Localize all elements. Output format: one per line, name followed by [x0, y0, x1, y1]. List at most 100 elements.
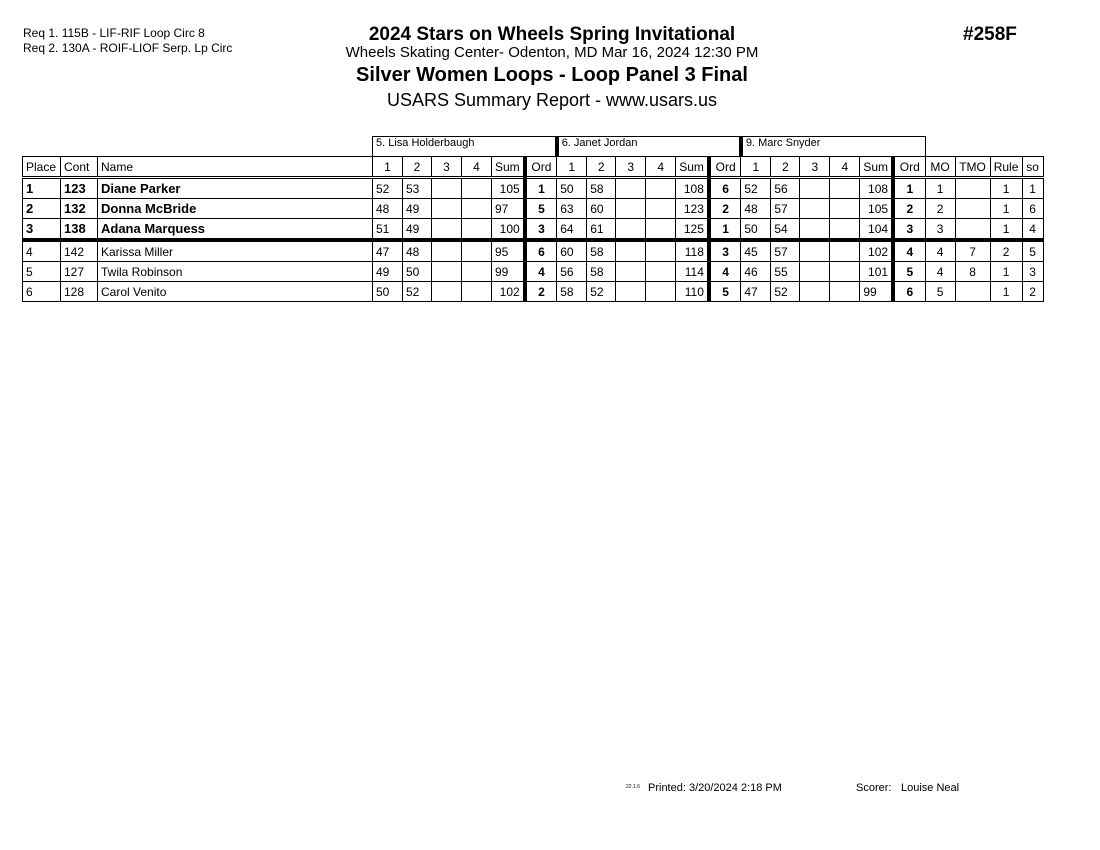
judge-score: 63 [556, 198, 588, 219]
judge-ordinal: 5 [891, 261, 926, 282]
judge-score: 57 [770, 239, 801, 262]
judge-score [431, 198, 462, 219]
skater-name: Twila Robinson [97, 261, 373, 282]
table-row: 6 128 Carol Venito 50 52 102 2 58 52 110 5 47 52 99 6 5… [22, 281, 1044, 302]
judge-score [461, 239, 492, 262]
judge-name: 9. Marc Snyder [738, 136, 926, 157]
judge-score: 47 [740, 281, 772, 302]
place: 3 [22, 218, 61, 242]
place: 2 [22, 198, 61, 219]
header-judge-col: 3 [431, 156, 462, 179]
judge-score [799, 218, 831, 242]
judge-score: 60 [586, 198, 617, 219]
judge-score: 54 [770, 218, 801, 242]
header-judge-col: 1 [372, 156, 403, 179]
header-judge-col: 2 [402, 156, 432, 179]
judge-score: 55 [770, 261, 801, 282]
judge-ordinal: 1 [891, 177, 926, 199]
judge-score [829, 281, 861, 302]
header-judge-col: 3 [799, 156, 831, 179]
judge-score [615, 261, 647, 282]
judge-ordinal: 4 [891, 239, 926, 262]
judge-sum: 105 [490, 177, 526, 199]
judge-score [615, 281, 647, 302]
header-judge-col: 2 [770, 156, 801, 179]
rule: 1 [989, 218, 1023, 242]
judge-ordinal: 4 [706, 261, 742, 282]
judge-score: 46 [740, 261, 772, 282]
so: 1 [1021, 177, 1044, 199]
judge-score: 53 [402, 177, 432, 199]
table-row: 5 127 Twila Robinson 49 50 99 4 56 58 114 4 46 55 101… [22, 261, 1044, 282]
printed-date: Printed: 3/20/2024 2:18 PM [648, 782, 782, 794]
judge-score: 47 [372, 239, 403, 262]
judge-ordinal: 2 [522, 281, 558, 302]
report-title: USARS Summary Report - www.usars.us [386, 90, 718, 110]
judges-row: 5. Lisa Holderbaugh 6. Janet Jordan 9. Mar… [23, 136, 1044, 157]
judge-score [645, 198, 677, 219]
header-judge-col: 2 [586, 156, 617, 179]
judge-score: 61 [586, 218, 617, 242]
judge-score: 60 [556, 239, 588, 262]
results-table: 5. Lisa Holderbaugh 6. Janet Jordan 9. Mar… [22, 136, 1044, 302]
header-judge-col: Sum [490, 156, 526, 179]
contestant-number: 132 [60, 198, 98, 219]
judge-score [461, 281, 492, 302]
judge-score [431, 239, 462, 262]
judge-sum: 99 [490, 261, 526, 282]
judge-score [645, 218, 677, 242]
rule: 1 [989, 177, 1023, 199]
contestant-number: 138 [60, 218, 98, 242]
judge-score [645, 281, 677, 302]
judge-sum: 114 [675, 261, 710, 282]
judge-score: 49 [372, 261, 403, 282]
judge-score: 58 [586, 239, 617, 262]
judge-sum: 95 [490, 239, 526, 262]
version-code: 22.1.6 [626, 784, 640, 790]
header-judge-col: Sum [859, 156, 894, 179]
header-rule: Rule [989, 156, 1023, 179]
header-judge-col: 3 [615, 156, 647, 179]
judge-sum: 101 [859, 261, 894, 282]
judge-score [799, 281, 831, 302]
judge-sum: 104 [859, 218, 894, 242]
header-judge-col: Ord [891, 156, 926, 179]
judge-score [829, 198, 861, 219]
contestant-number: 127 [60, 261, 98, 282]
rule: 1 [989, 261, 1023, 282]
judge-score: 56 [770, 177, 801, 199]
judge-ordinal: 2 [891, 198, 926, 219]
so: 4 [1021, 218, 1044, 242]
judge-score: 58 [586, 261, 617, 282]
judge-score: 50 [740, 218, 772, 242]
judge-score: 48 [740, 198, 772, 219]
mo: 5 [924, 281, 956, 302]
so: 2 [1021, 281, 1044, 302]
skater-name: Carol Venito [97, 281, 373, 302]
header-judge-col: Sum [675, 156, 710, 179]
judge-score: 52 [372, 177, 403, 199]
judge-score: 52 [770, 281, 801, 302]
judge-score [829, 177, 861, 199]
judge-score [461, 261, 492, 282]
judge-ordinal: 3 [522, 218, 558, 242]
judge-score [615, 218, 647, 242]
judge-score [615, 198, 647, 219]
judge-sum: 118 [675, 239, 710, 262]
judge-score [431, 177, 462, 199]
judge-score [461, 198, 492, 219]
competition-title: 2024 Stars on Wheels Spring Invitational [368, 24, 736, 45]
judge-ordinal: 2 [706, 198, 742, 219]
header-judge-col: 4 [461, 156, 492, 179]
event-number: #258F [963, 24, 1017, 45]
rule: 2 [989, 239, 1023, 262]
tmo: 7 [954, 239, 991, 262]
judge-score [829, 239, 861, 262]
judge-score: 49 [402, 218, 432, 242]
rule: 1 [989, 198, 1023, 219]
judge-ordinal: 1 [522, 177, 558, 199]
header-so: so [1021, 156, 1044, 179]
column-header-row: Place Cont Name 1 2 3 4 Sum Ord 1 2 3 4 Sum Ord 1 2 3 4 Sum… [22, 156, 1044, 179]
judge-name: 5. Lisa Holderbaugh [371, 136, 558, 157]
judge-ordinal: 1 [706, 218, 742, 242]
